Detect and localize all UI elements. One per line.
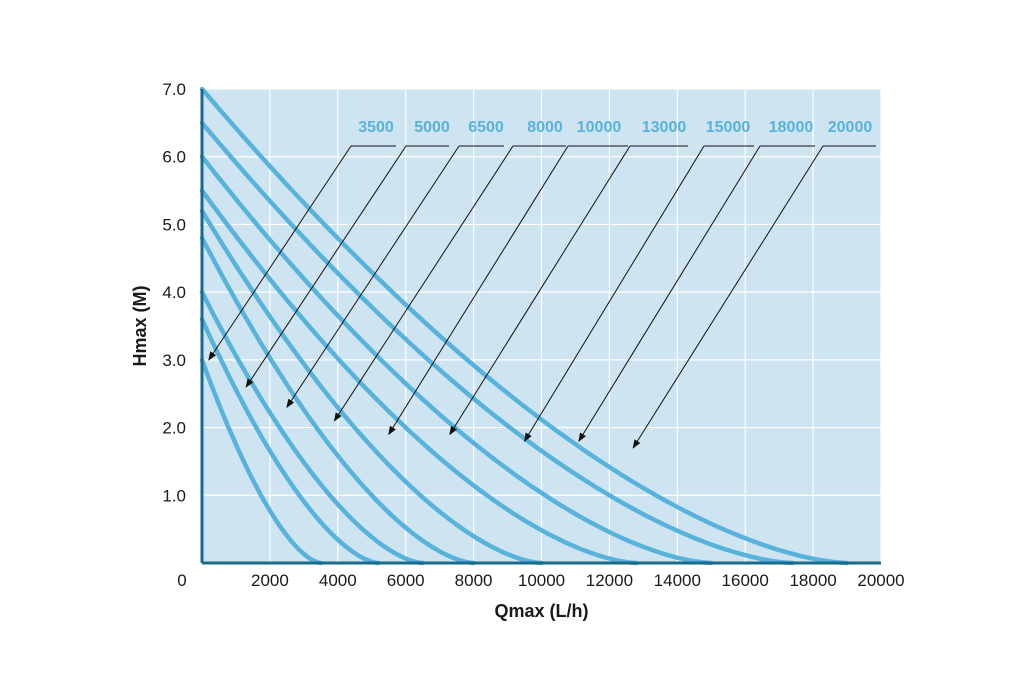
- x-tick-label: 12000: [586, 571, 633, 590]
- curve-6500: [199, 289, 425, 566]
- y-tick-label: 2.0: [162, 419, 186, 438]
- callout-arrow: [286, 145, 460, 409]
- curve-13000: [199, 188, 639, 566]
- series-label-8000: 8000: [527, 119, 563, 136]
- callout-arrow: [245, 145, 407, 388]
- y-tick-label: 6.0: [162, 148, 186, 167]
- x-tick-label: 10000: [518, 571, 565, 590]
- curve-18000: [199, 120, 795, 566]
- curve-10000: [199, 208, 544, 566]
- x-tick-label: 20000: [857, 571, 904, 590]
- x-tick-label: 8000: [455, 571, 493, 590]
- callout-arrow: [333, 145, 514, 422]
- y-tick-label: 3.0: [162, 351, 186, 370]
- series-callouts: 3500 5000 6500 8000 10000 13000 15000 18000 2000…: [208, 119, 876, 449]
- y-tick-label: 7.0: [162, 80, 186, 99]
- curve-5000: [199, 316, 381, 566]
- x-tick-label: 16000: [722, 571, 769, 590]
- callout-arrow: [632, 145, 824, 449]
- callout-arrow: [449, 145, 631, 436]
- series-label-3500: 3500: [358, 119, 394, 136]
- x-tick-labels: 0 2000 4000 6000 8000 10000 12000 14000 16000 180…: [177, 571, 904, 590]
- x-axis-title: Qmax (L/h): [494, 601, 588, 621]
- y-tick-label: 5.0: [162, 215, 186, 234]
- series-label-20000: 20000: [828, 119, 873, 136]
- series-label-18000: 18000: [769, 119, 814, 136]
- curve-8000: [199, 235, 476, 566]
- series-label-5000: 5000: [414, 119, 450, 136]
- series-label-6500: 6500: [468, 119, 504, 136]
- x-tick-label: 18000: [789, 571, 836, 590]
- x-tick-label: 4000: [319, 571, 357, 590]
- series-label-15000: 15000: [706, 119, 751, 136]
- curve-3500: [199, 357, 324, 566]
- x-tick-label: 2000: [251, 571, 289, 590]
- series-label-10000: 10000: [577, 119, 622, 136]
- y-tick-label: 4.0: [162, 283, 186, 302]
- y-axis-title: Hmax (M): [130, 285, 150, 366]
- y-tick-label: 1.0: [162, 486, 186, 505]
- callout-arrow: [388, 145, 569, 436]
- x-tick-label: 6000: [387, 571, 425, 590]
- callout-arrow: [524, 145, 705, 442]
- axes: [200, 89, 881, 565]
- callout-arrow: [578, 145, 761, 442]
- callout-arrow: [208, 145, 352, 361]
- series-label-13000: 13000: [642, 119, 687, 136]
- x-tick-label: 0: [177, 571, 186, 590]
- y-tick-labels: 1.0 2.0 3.0 4.0 5.0 6.0 7.0: [162, 80, 186, 505]
- x-tick-label: 14000: [654, 571, 701, 590]
